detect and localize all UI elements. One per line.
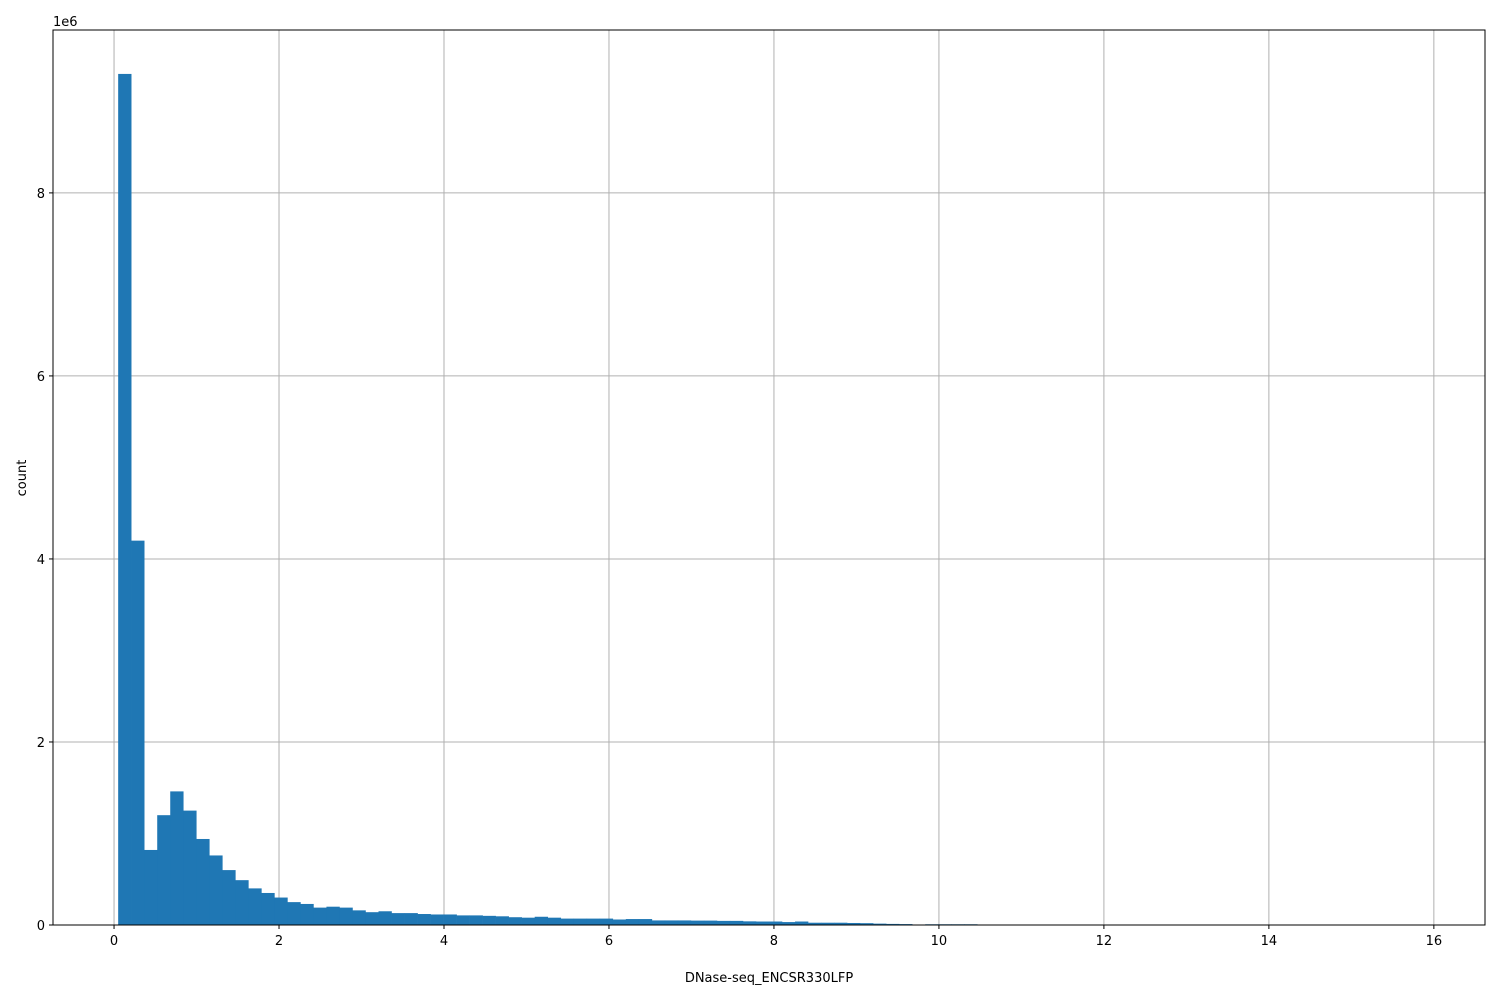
histogram-bar [743,921,756,925]
y-axis: 0 2 4 6 8 [37,187,53,934]
histogram-bar [248,888,261,925]
histogram-bar [600,919,613,925]
y-tick-label: 6 [37,370,45,385]
y-tick-label: 4 [37,553,45,568]
histogram-bar [548,918,561,925]
histogram-bar [183,811,196,925]
grid [53,30,1485,925]
histogram-bar [639,919,652,925]
histogram-bar [235,880,248,925]
x-axis: 0 2 4 6 8 10 12 14 16 [110,925,1442,949]
histogram-bar [691,921,704,925]
histogram-bar [118,74,131,925]
histogram-bar [574,919,587,925]
histogram-bar [678,920,691,925]
histogram-bar [287,902,300,925]
histogram-bar [756,922,769,925]
histogram-bar [378,911,391,925]
x-tick-label: 2 [275,934,283,949]
y-tick-label: 2 [37,736,45,751]
histogram-bar [352,910,365,925]
histogram-bar [196,839,209,925]
histogram-bar [509,917,522,925]
histogram-bar [274,898,287,925]
x-tick-label: 0 [110,934,118,949]
histogram-bar [652,920,665,925]
histogram-bar [730,921,743,925]
histogram-bar [326,907,339,925]
histogram-bar [587,919,600,925]
histogram-bar [483,916,496,925]
bars [118,74,1420,925]
histogram-bar [144,850,157,925]
histogram-bar [613,920,626,925]
histogram-bar [561,919,574,925]
histogram-bar [431,914,444,925]
histogram-bar [717,921,730,925]
x-tick-label: 12 [1096,934,1113,949]
histogram-bar [626,919,639,925]
y-axis-label: count [15,460,30,497]
x-tick-label: 10 [931,934,948,949]
histogram-bar [535,917,548,925]
histogram-bar [157,815,170,925]
histogram-bar [795,922,808,925]
histogram-bar [405,913,418,925]
y-tick-label: 0 [37,919,45,934]
histogram-bar [339,908,352,925]
histogram-bar [222,870,235,925]
histogram-bar [170,791,183,925]
histogram-bar [665,920,678,925]
x-axis-label: DNase-seq_ENCSR330LFP [685,971,854,986]
histogram-bar [209,855,222,925]
histogram-bar [418,914,431,925]
histogram-bar [261,893,274,925]
x-tick-label: 16 [1426,934,1443,949]
x-tick-label: 14 [1261,934,1278,949]
plot-frame [53,30,1485,925]
histogram-bar [392,913,405,925]
x-tick-label: 8 [770,934,778,949]
x-tick-label: 4 [440,934,448,949]
histogram-bar [131,541,144,925]
histogram-bar [704,921,717,925]
histogram-bar [365,912,378,925]
histogram-bar [522,918,535,925]
histogram-bar [769,922,782,925]
histogram-bar [300,904,313,925]
x-tick-label: 6 [605,934,613,949]
histogram-bar [457,915,470,925]
histogram-bar [444,914,457,925]
histogram-bar [313,908,326,925]
histogram-bar [496,916,509,925]
y-tick-label: 8 [37,187,45,202]
y-offset-label: 1e6 [53,15,78,30]
histogram-bar [470,915,483,925]
